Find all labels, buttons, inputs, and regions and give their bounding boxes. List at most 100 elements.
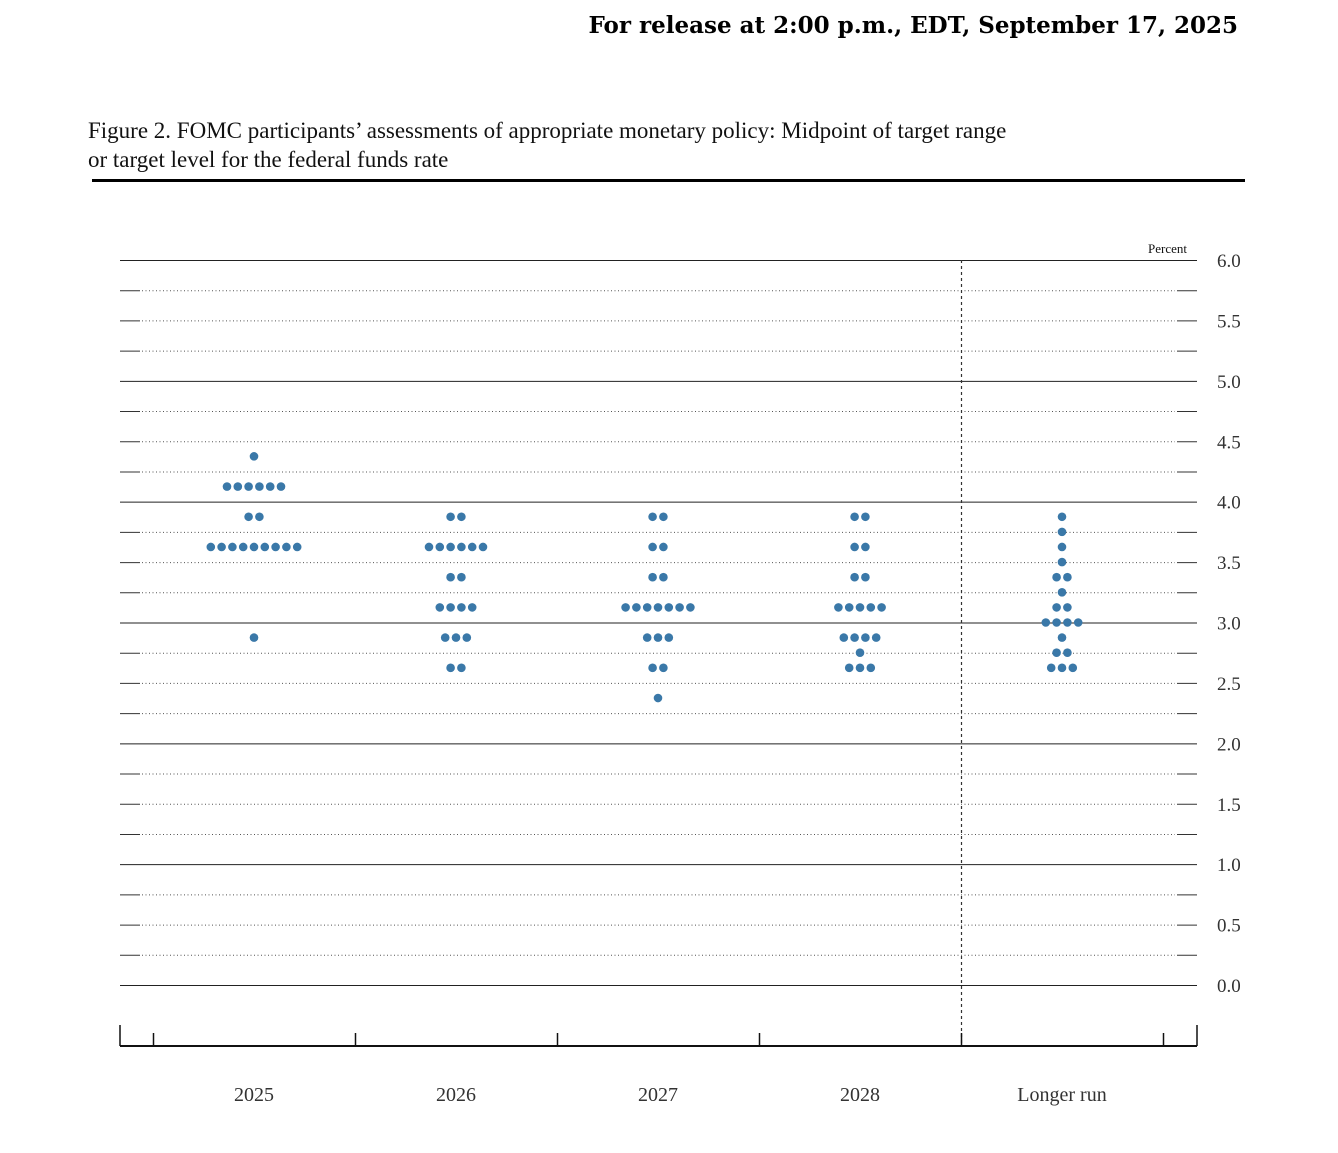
dot-point	[1057, 527, 1067, 537]
dot-point	[850, 512, 859, 522]
dot-point	[632, 603, 641, 612]
y-tick-label: 2.0	[1217, 734, 1241, 755]
x-category-label: 2027	[638, 1084, 678, 1106]
dot-point	[435, 542, 445, 552]
dot-point	[276, 482, 286, 491]
dot-point	[467, 603, 477, 612]
y-tick-label: 0.5	[1217, 916, 1241, 937]
dot-point	[271, 542, 280, 552]
dot-point	[648, 663, 657, 673]
y-tick-label: 6.0	[1217, 251, 1241, 272]
dot-point	[1063, 618, 1072, 627]
dot-point	[850, 633, 859, 642]
dot-series	[206, 452, 1083, 703]
y-tick-label: 2.5	[1217, 674, 1241, 695]
dot-point	[659, 542, 668, 552]
dot-point	[653, 633, 663, 642]
dot-point	[255, 512, 264, 522]
dot-point	[457, 572, 466, 582]
dot-point	[440, 633, 450, 642]
dot-point	[855, 603, 865, 612]
y-tick-label: 4.0	[1217, 493, 1241, 514]
dot-point	[621, 603, 630, 612]
figure-title: Figure 2. FOMC participants’ assessments…	[88, 116, 1208, 174]
dot-point	[228, 542, 237, 552]
y-tick-label: 5.5	[1217, 311, 1241, 332]
dot-point	[834, 603, 843, 612]
dot-point	[648, 572, 657, 582]
dot-point	[866, 663, 876, 673]
y-tick-label: 1.5	[1217, 795, 1241, 816]
y-axis: 0.0 0.5 1.0 1.5 2.0 2.5 3.0 3.5 4.0 4.5 5.0 5.5 6.0	[1217, 251, 1241, 997]
dot-point	[1052, 603, 1061, 612]
dot-point	[260, 542, 270, 552]
title-rule	[92, 179, 1245, 182]
dot-point	[1046, 663, 1056, 673]
dot-point	[457, 663, 466, 673]
dot-point	[839, 633, 849, 642]
dot-point	[446, 542, 455, 552]
dot-point	[1052, 572, 1061, 582]
dot-point	[217, 542, 226, 552]
dot-point	[446, 512, 455, 522]
y-tick-label: 4.5	[1217, 432, 1241, 453]
dot-point	[249, 542, 259, 552]
dot-point	[861, 633, 870, 642]
dot-point	[446, 663, 455, 673]
dot-point	[457, 603, 466, 612]
dot-point	[1063, 648, 1072, 658]
dot-point	[1057, 587, 1067, 597]
dot-point	[1052, 618, 1061, 627]
dot-point	[478, 542, 488, 552]
figure-title-line-1: Figure 2. FOMC participants’ assessments…	[88, 118, 1007, 143]
dot-point	[871, 633, 881, 642]
dot-point	[1057, 663, 1067, 673]
y-tick-label: 0.0	[1217, 976, 1241, 997]
dot-point	[1063, 603, 1072, 612]
dot-point	[292, 542, 302, 552]
dot-point	[664, 633, 674, 642]
dot-point	[244, 512, 253, 522]
dot-point	[861, 542, 870, 552]
dot-point	[1068, 663, 1078, 673]
dot-point	[206, 542, 216, 552]
figure-title-line-2: or target level for the federal funds ra…	[88, 147, 449, 172]
dot-point	[249, 633, 259, 642]
dot-point	[877, 603, 886, 612]
dot-point	[244, 482, 253, 491]
dot-point	[642, 633, 652, 642]
dot-point	[659, 663, 668, 673]
y-tick-label: 3.0	[1217, 614, 1241, 635]
dot-point	[866, 603, 876, 612]
dot-point	[451, 633, 461, 642]
dot-point	[1063, 572, 1072, 582]
dot-point	[642, 603, 652, 612]
dot-point	[1041, 618, 1051, 627]
dot-point	[233, 482, 243, 491]
dot-point	[659, 512, 668, 522]
dot-point	[855, 648, 865, 658]
dot-point	[1057, 633, 1067, 642]
dot-point	[1057, 557, 1067, 567]
dot-point	[1057, 512, 1067, 522]
dot-point	[686, 603, 695, 612]
release-notice: For release at 2:00 p.m., EDT, September…	[588, 12, 1238, 39]
x-category-label: 2025	[234, 1084, 274, 1106]
dot-point	[1052, 648, 1061, 658]
y-tick-label: 1.0	[1217, 855, 1241, 876]
dot-point	[861, 572, 870, 582]
dot-point	[435, 603, 445, 612]
unit-label: Percent	[1148, 241, 1187, 256]
dot-point	[653, 603, 663, 612]
dot-point	[424, 542, 434, 552]
dot-point	[222, 482, 232, 491]
dot-point	[659, 572, 668, 582]
dot-point	[446, 603, 455, 612]
dot-point	[653, 693, 663, 703]
gridlines	[120, 260, 1197, 1046]
dot-point	[255, 482, 264, 491]
x-axis: 2025 2026 2027 2028 Longer run	[119, 1025, 1198, 1106]
x-category-label: Longer run	[1017, 1084, 1106, 1106]
dot-point	[844, 603, 854, 612]
